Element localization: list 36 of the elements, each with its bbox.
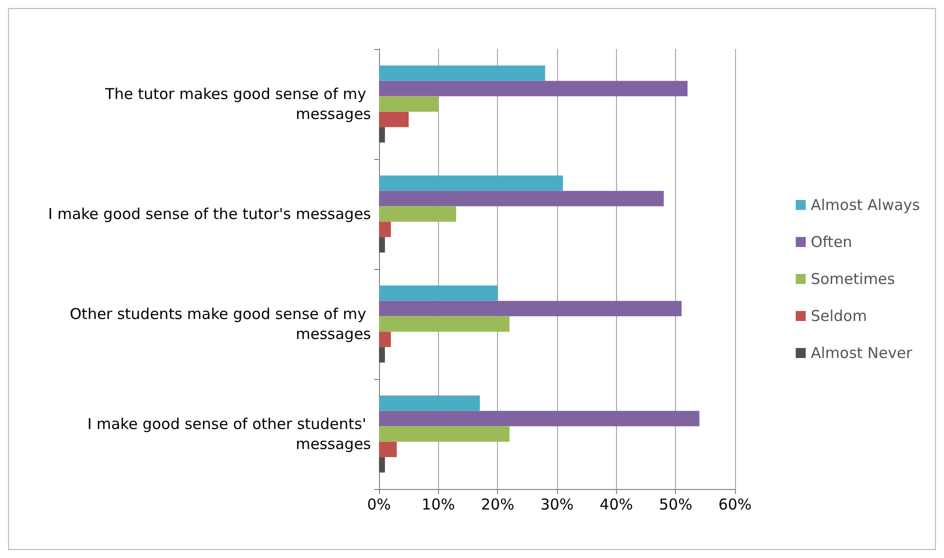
bar <box>379 222 391 238</box>
bar <box>379 300 682 316</box>
x-tick-label: 0% <box>367 496 391 514</box>
legend-label: Often <box>810 233 852 251</box>
bar <box>379 396 480 411</box>
y-tick-label: I make good sense of the tutor's messages <box>48 205 372 223</box>
bar <box>379 112 409 128</box>
bar <box>379 96 438 112</box>
x-tick-label: 40% <box>600 496 634 514</box>
bar <box>379 347 385 362</box>
bar <box>379 80 688 96</box>
y-tick-label: I make good sense of other students' messages <box>87 415 372 453</box>
bar <box>379 206 456 222</box>
bar <box>379 410 700 426</box>
x-tick-label: 60% <box>718 496 752 514</box>
bar <box>379 286 498 301</box>
bar <box>379 442 397 458</box>
bar <box>379 127 385 142</box>
x-tick-label: 50% <box>658 496 692 514</box>
bar <box>379 332 391 348</box>
bar <box>379 190 664 206</box>
x-tick-label: 30% <box>540 496 574 514</box>
bar <box>379 426 510 442</box>
legend-label: Sometimes <box>810 270 896 288</box>
bar <box>379 66 546 81</box>
legend-label: Seldom <box>810 307 867 325</box>
legend-label: Almost Always <box>810 196 920 214</box>
x-tick-label: 20% <box>480 496 514 514</box>
bar <box>379 176 563 191</box>
bar <box>379 457 385 472</box>
legend-label: Almost Never <box>810 344 913 362</box>
bar <box>379 316 510 332</box>
bar <box>379 237 385 252</box>
y-tick-label: Other students make good sense of my messages <box>70 305 372 343</box>
y-tick-label: The tutor makes good sense of my messages <box>104 85 372 123</box>
x-tick-label: 10% <box>422 496 456 514</box>
